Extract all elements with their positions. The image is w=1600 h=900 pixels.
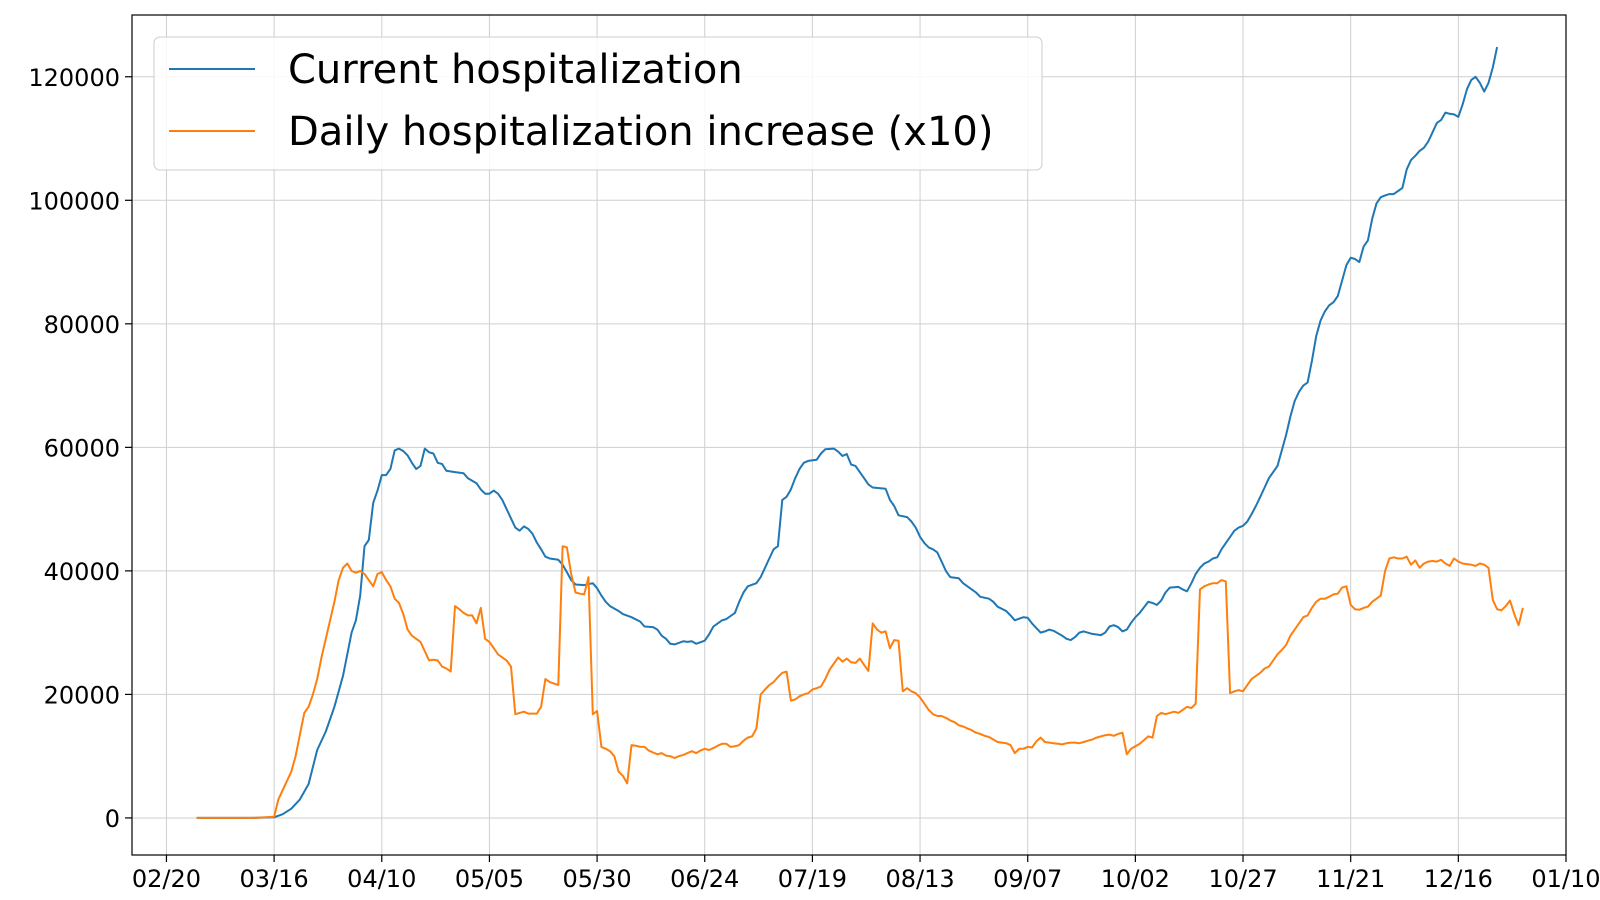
x-tick-label: 04/10 (347, 865, 416, 893)
y-tick-label: 40000 (44, 558, 120, 586)
plot-frame (131, 14, 1567, 856)
y-tick-label: 60000 (44, 434, 120, 462)
x-tick-label: 10/02 (1101, 865, 1170, 893)
legend: Current hospitalization Daily hospitaliza… (153, 36, 1043, 171)
y-tick-label: 100000 (28, 187, 120, 215)
legend-box (153, 36, 1043, 171)
x-tick-label: 01/10 (1531, 865, 1600, 893)
x-tick-label: 07/19 (778, 865, 847, 893)
y-tick-label: 80000 (44, 311, 120, 339)
x-tick-label: 11/21 (1316, 865, 1385, 893)
series-line-2 (196, 545, 1524, 819)
x-tick-label: 03/16 (240, 865, 309, 893)
legend-label-2: Daily hospitalization increase (x10) (288, 109, 993, 155)
y-tick-label: 120000 (28, 64, 120, 92)
y-tick-label: 0 (105, 805, 120, 833)
x-tick-label: 12/16 (1424, 865, 1493, 893)
x-tick-label: 08/13 (885, 865, 954, 893)
x-tick-label: 02/20 (132, 865, 201, 893)
legend-label-1: Current hospitalization (288, 47, 743, 93)
x-axis: 02/20 03/16 04/10 05/05 05/30 06/24 07/19 08/13… (132, 855, 1600, 893)
x-tick-label: 05/30 (562, 865, 631, 893)
x-tick-label: 10/27 (1208, 865, 1277, 893)
x-tick-label: 06/24 (670, 865, 739, 893)
x-tick-label: 05/05 (455, 865, 524, 893)
y-axis: 0 20000 40000 60000 80000 100000 120000 (28, 64, 132, 833)
series-layer (196, 46, 1524, 819)
series-line-1 (196, 46, 1499, 819)
x-tick-label: 09/07 (993, 865, 1062, 893)
y-tick-label: 20000 (44, 681, 120, 709)
